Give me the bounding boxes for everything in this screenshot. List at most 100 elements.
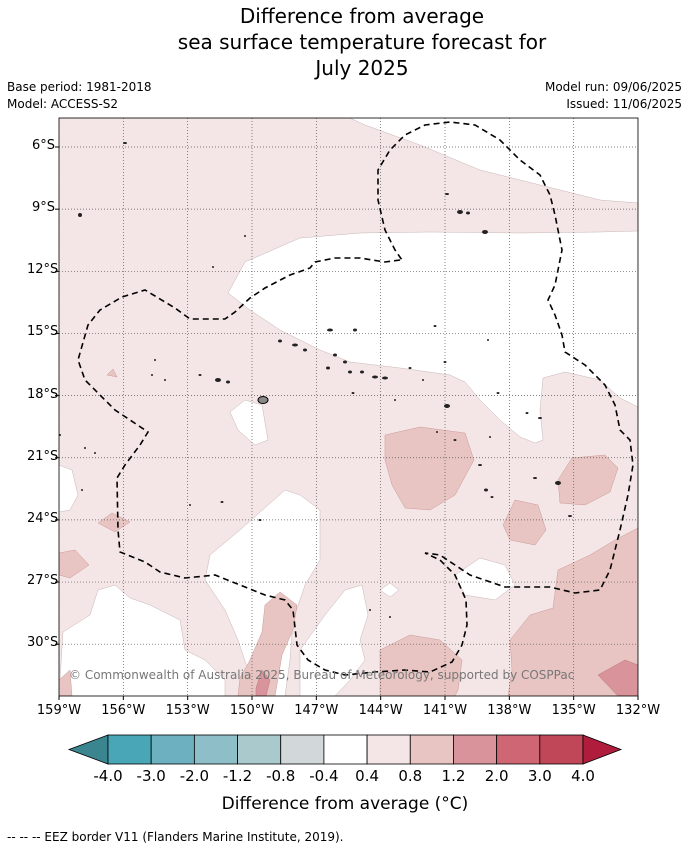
island-mark xyxy=(292,343,298,347)
island-mark xyxy=(94,452,96,454)
colorbar-tick-label: 4.0 xyxy=(571,767,595,785)
map-frame xyxy=(58,117,639,697)
warm-patch-southwest-strip xyxy=(59,669,73,696)
lat-label: 21°S xyxy=(27,448,59,464)
lon-label: 132°W xyxy=(615,703,661,718)
lon-label: 138°W xyxy=(487,703,532,718)
island-mark xyxy=(444,404,450,408)
neutral-region-small xyxy=(379,582,400,598)
issued-date: Issued: 11/06/2025 xyxy=(566,97,682,111)
island-mark xyxy=(198,374,202,376)
island-mark xyxy=(348,370,352,374)
copyright-notice: © Commonwealth of Australia 2025, Bureau… xyxy=(69,668,575,682)
base-period: Base period: 1981-2018 xyxy=(7,80,152,94)
lon-label: 153°W xyxy=(165,703,210,718)
islands xyxy=(59,142,572,618)
island-mark xyxy=(466,211,470,215)
colorbar-tick-label: -0.8 xyxy=(266,767,296,785)
colorbar-swatch xyxy=(366,734,411,765)
island-mark xyxy=(453,439,457,441)
colorbar-tick-label: 0.4 xyxy=(355,767,380,785)
colorbar-tick-label: 0.8 xyxy=(398,767,423,785)
island-mark xyxy=(244,235,246,237)
lat-label: 6°S xyxy=(31,138,55,153)
lon-label: 159°W xyxy=(36,703,82,718)
colorbar-tick-label: -0.4 xyxy=(309,767,339,785)
colorbar-extend-low xyxy=(67,734,109,765)
island-mark xyxy=(394,399,396,401)
island-mark xyxy=(436,431,438,433)
map-title: Difference from average sea surface temp… xyxy=(0,3,690,81)
colorbar-swatch xyxy=(150,734,195,765)
island-mark xyxy=(333,353,337,357)
title-line-2: sea surface temperature forecast for xyxy=(177,30,547,54)
warm-patch-east xyxy=(557,454,619,506)
island-large xyxy=(257,396,269,404)
island-mark xyxy=(433,325,437,327)
colorbar-swatch xyxy=(539,734,584,765)
island-mark xyxy=(164,379,166,381)
island-mark xyxy=(525,412,529,414)
island-mark xyxy=(422,379,424,381)
island-mark xyxy=(84,447,86,449)
island-mark xyxy=(445,193,449,195)
lat-label: 27°S xyxy=(27,573,59,589)
island-mark xyxy=(59,434,61,436)
neutral-region-island-patch xyxy=(229,399,269,446)
island-mark xyxy=(327,328,333,332)
island-mark xyxy=(154,359,156,361)
colorbar-swatch xyxy=(453,734,498,765)
island-mark xyxy=(326,366,330,370)
lat-label: 24°S xyxy=(27,510,59,526)
island-mark xyxy=(490,496,494,498)
island-mark xyxy=(533,477,537,479)
colorbar-swatch xyxy=(237,734,282,765)
warm-patch-south xyxy=(379,634,463,696)
island-mark xyxy=(382,376,388,380)
neutral-region-north xyxy=(59,118,638,204)
eez-border-main xyxy=(77,121,634,676)
colorbar-tick-label: 2.0 xyxy=(484,767,509,785)
lon-label: 147°W xyxy=(294,703,339,718)
neutral-region-southwest xyxy=(59,584,226,696)
model-name: Model: ACCESS-S2 xyxy=(7,97,119,111)
island-mark xyxy=(389,616,391,618)
axis-ticks xyxy=(55,146,639,700)
lon-label: 135°W xyxy=(551,703,596,718)
warm-patch-southeast xyxy=(507,527,638,696)
island-mark xyxy=(226,380,230,384)
island-mark xyxy=(489,436,491,438)
hot-patch-south-center xyxy=(255,669,271,696)
island-mark xyxy=(78,213,82,217)
island-mark xyxy=(408,367,412,369)
colorbar-swatch xyxy=(323,734,368,765)
island-mark xyxy=(360,370,364,374)
island-mark xyxy=(258,519,262,521)
hot-patch-southeast xyxy=(597,659,638,696)
island-mark xyxy=(353,328,357,332)
neutral-region-south xyxy=(299,584,369,696)
map-plot-area xyxy=(59,118,638,696)
colorbar-tick-label: -4.0 xyxy=(93,767,123,785)
warm-patch-south-center xyxy=(237,591,298,696)
island-mark xyxy=(538,417,542,419)
lat-label: 18°S xyxy=(27,386,59,402)
map-gridlines xyxy=(59,118,638,696)
lat-label: 9°S xyxy=(31,200,55,216)
island-mark xyxy=(303,348,307,352)
island-mark xyxy=(496,392,500,394)
colorbar-swatch xyxy=(107,734,152,765)
colorbar-tick-label: 1.2 xyxy=(441,767,466,785)
neutral-region-east xyxy=(454,557,516,601)
island-mark xyxy=(443,361,447,363)
neutral-region-left xyxy=(59,464,79,513)
neutral-region-central xyxy=(227,230,638,444)
model-run: Model run: 09/06/2025 xyxy=(544,80,682,94)
lat-label: 30°S xyxy=(27,635,59,651)
island-mark xyxy=(369,609,371,611)
island-mark xyxy=(151,374,153,376)
island-mark xyxy=(212,266,214,268)
colorbar-swatch xyxy=(280,734,325,765)
